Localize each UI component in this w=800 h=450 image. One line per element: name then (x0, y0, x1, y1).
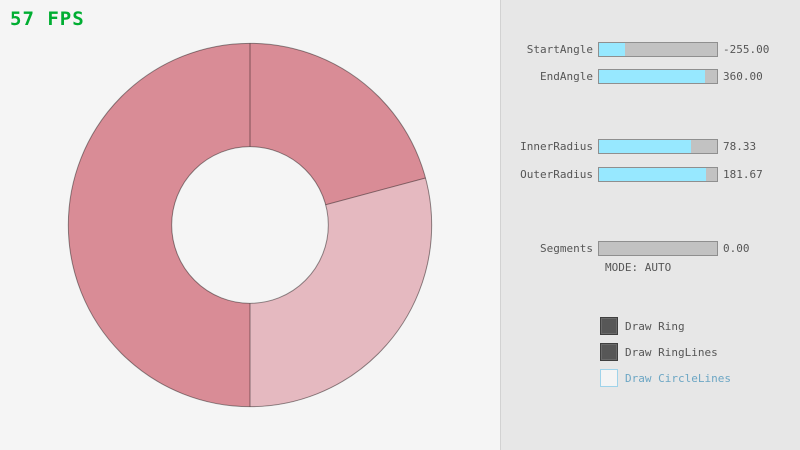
end-angle-row: EndAngle 360.00 (501, 68, 800, 84)
ring-outer-line (67, 42, 433, 408)
controls-panel: StartAngle -255.00 EndAngle 360.00 Inner… (500, 0, 800, 450)
outer-radius-label: OuterRadius (520, 167, 593, 181)
ring-hole (171, 146, 329, 304)
segments-label: Segments (540, 241, 593, 255)
end-angle-label: EndAngle (540, 69, 593, 83)
start-angle-slider[interactable] (598, 41, 718, 57)
segments-slider[interactable] (598, 240, 718, 256)
start-angle-slider-fill (599, 42, 625, 56)
checkbox-draw-circlelines-label: Draw CircleLines (625, 371, 731, 385)
start-angle-value: -255.00 (723, 42, 770, 56)
end-angle-value: 360.00 (723, 69, 763, 83)
inner-radius-row: InnerRadius 78.33 (501, 138, 800, 154)
outer-radius-row: OuterRadius 181.67 (501, 166, 800, 182)
checkbox-draw-ringlines-label: Draw RingLines (625, 345, 718, 359)
end-angle-slider-fill (599, 69, 706, 83)
segments-mode-label: MODE: AUTO (605, 261, 672, 274)
checkbox-draw-ringlines[interactable]: Draw RingLines (600, 343, 718, 361)
end-angle-slider[interactable] (598, 68, 718, 84)
outer-radius-value: 181.67 (723, 167, 763, 181)
checkbox-draw-ring[interactable]: Draw Ring (600, 317, 685, 335)
checkbox-draw-circlelines[interactable]: Draw CircleLines (600, 369, 731, 387)
checkbox-draw-circlelines-box[interactable] (600, 369, 618, 387)
checkbox-draw-ringlines-box[interactable] (600, 343, 618, 361)
fps-counter: 57 FPS (10, 8, 85, 30)
start-angle-label: StartAngle (526, 42, 593, 56)
ring-inner-line (171, 146, 329, 304)
segments-row: Segments 0.00 (501, 240, 800, 256)
checkbox-draw-ring-label: Draw Ring (625, 319, 685, 333)
ring-radial-line (325, 177, 426, 206)
start-angle-row: StartAngle -255.00 (501, 41, 800, 57)
checkbox-draw-ring-box[interactable] (600, 317, 618, 335)
outer-radius-slider-fill (599, 167, 707, 181)
inner-radius-slider[interactable] (598, 138, 718, 154)
inner-radius-slider-fill (599, 139, 692, 153)
inner-radius-value: 78.33 (723, 139, 757, 153)
inner-radius-label: InnerRadius (520, 139, 593, 153)
segments-value: 0.00 (723, 241, 750, 255)
outer-radius-slider[interactable] (598, 166, 718, 182)
